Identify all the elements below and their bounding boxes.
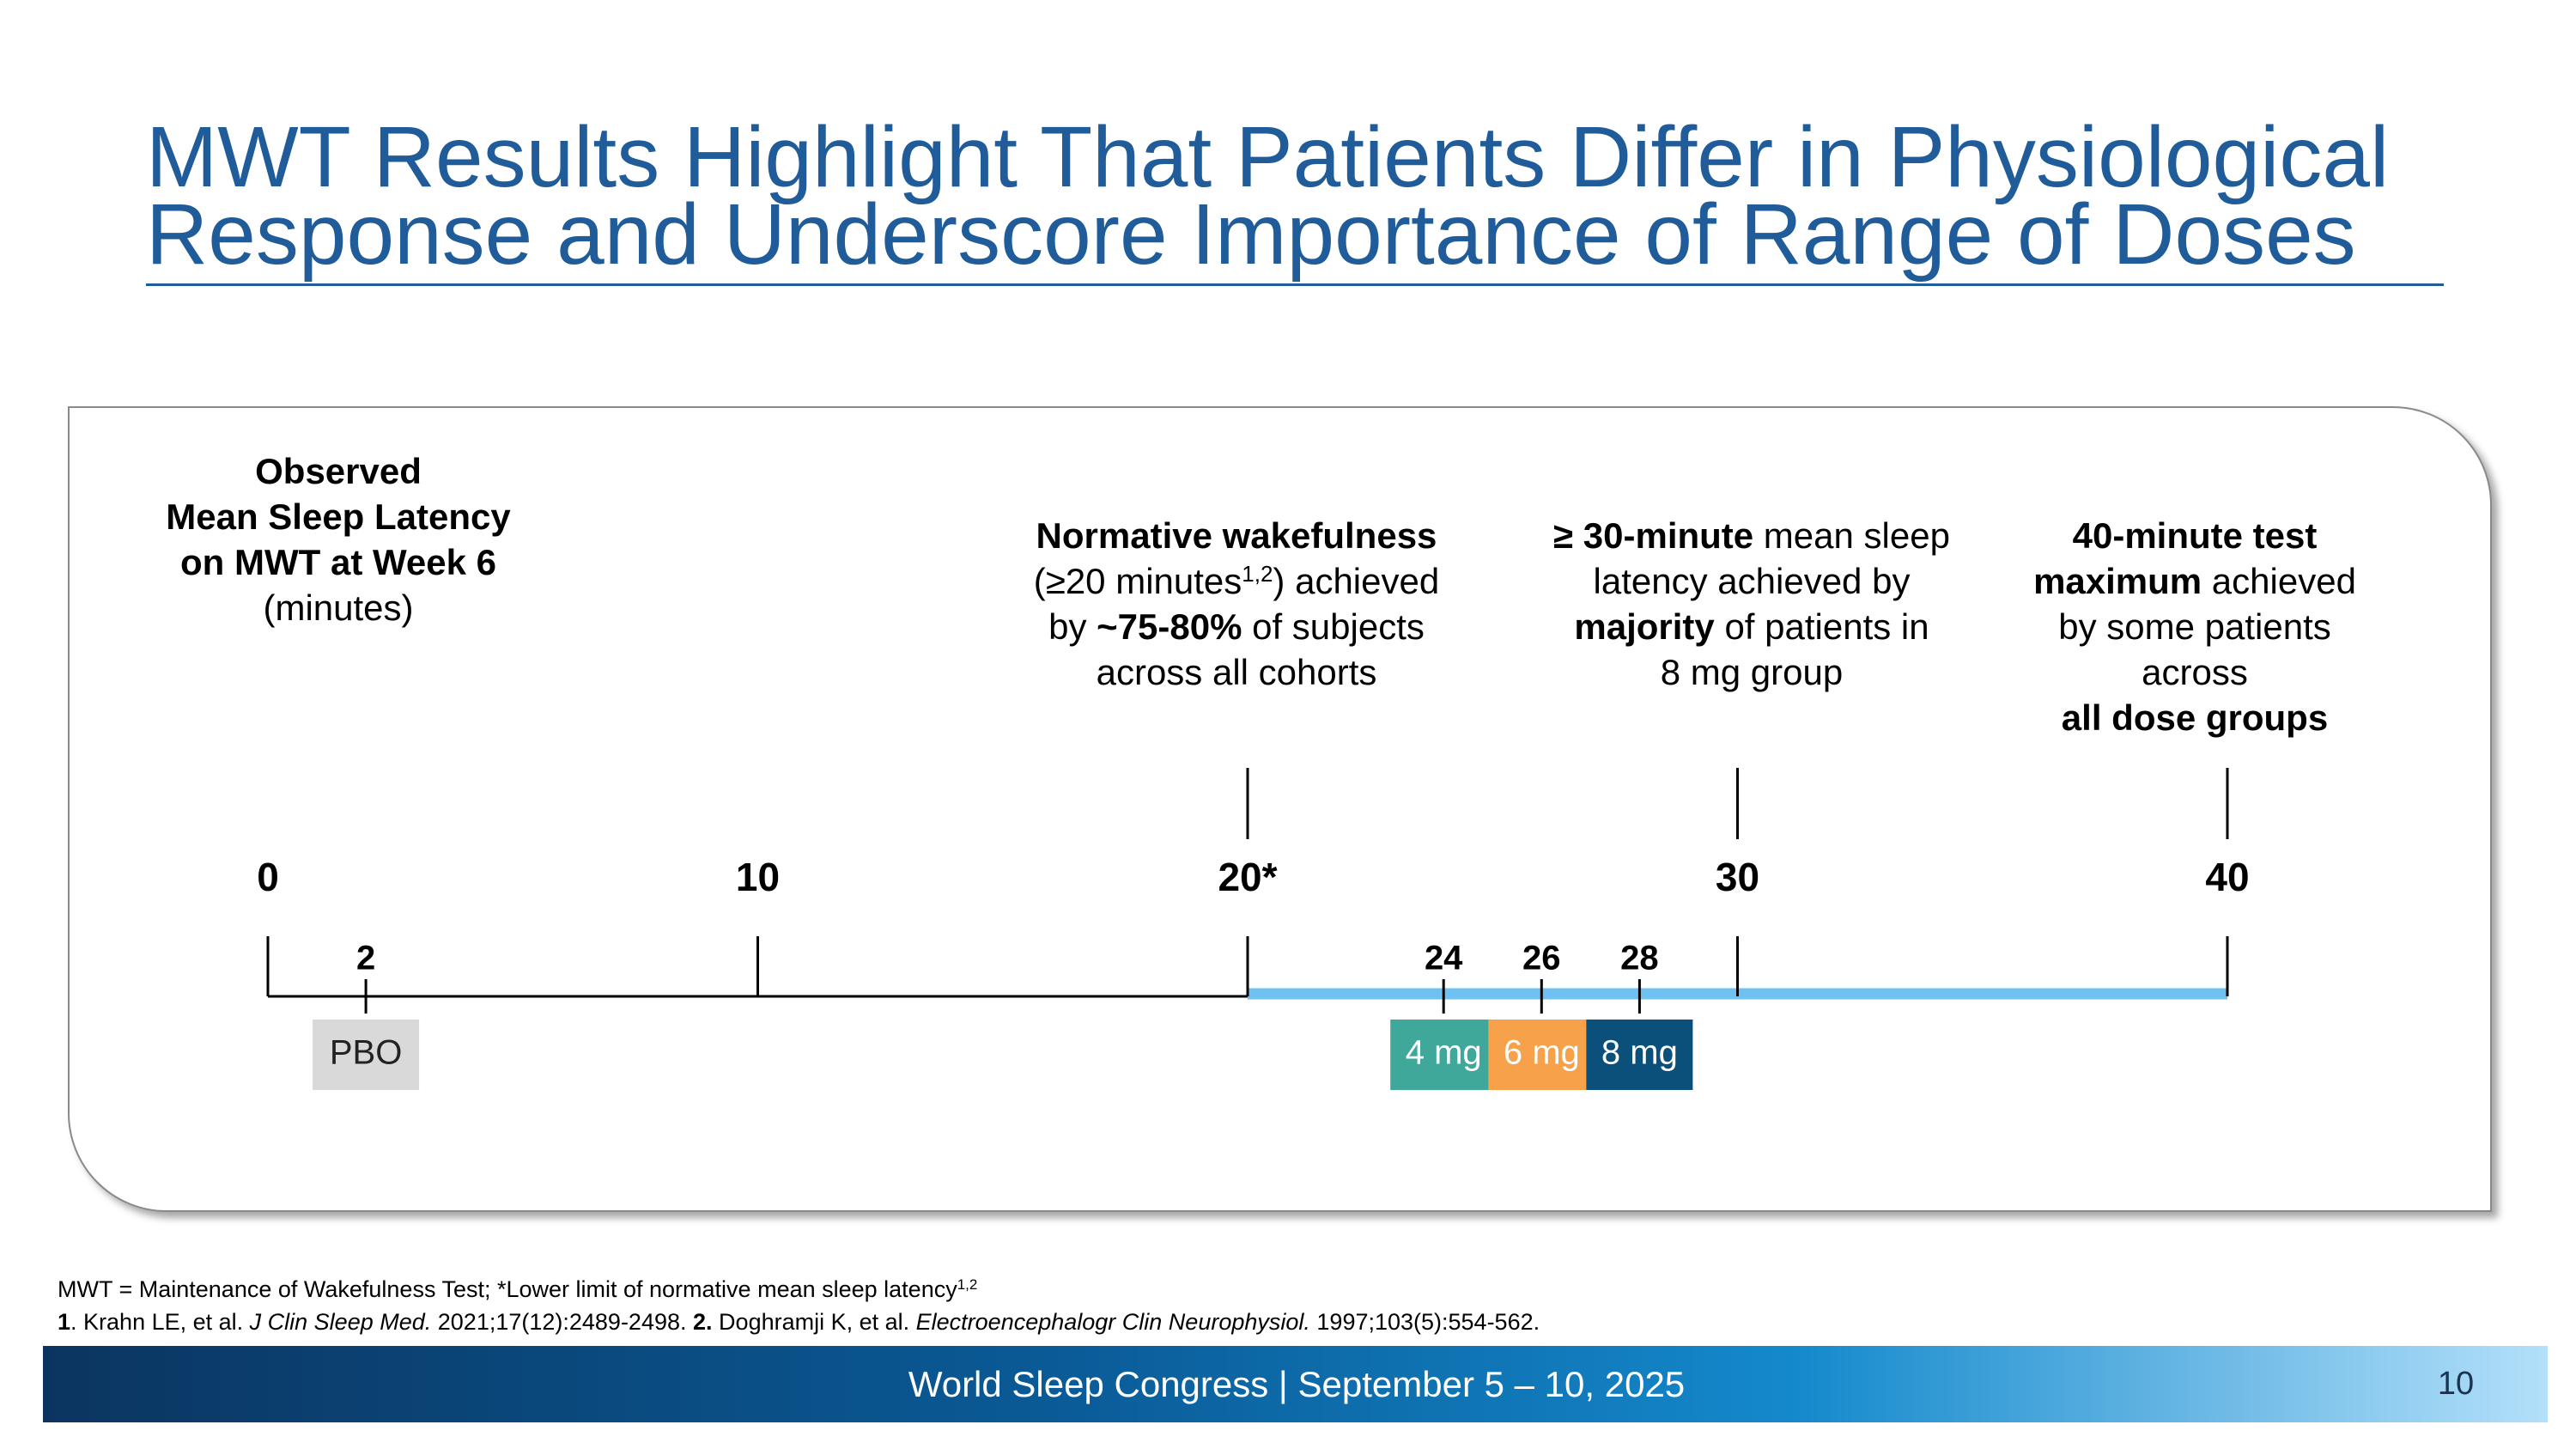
heading-line: on MWT at Week 6 bbox=[180, 542, 496, 582]
tick-label: 20* bbox=[1218, 855, 1277, 899]
callout-text: 40-minute test bbox=[2072, 515, 2318, 556]
callout-text: majority bbox=[1574, 606, 1715, 647]
citation: 1,2 bbox=[1242, 561, 1273, 587]
callout-text: all dose groups bbox=[2061, 697, 2329, 738]
callout-text: achieved bbox=[2202, 561, 2356, 601]
footnote-text: . Krahn LE, et al. bbox=[70, 1309, 250, 1335]
callout-text: 8 mg group bbox=[1660, 652, 1844, 692]
title-rule bbox=[146, 283, 2444, 286]
heading-line: Mean Sleep Latency bbox=[166, 496, 511, 537]
callout-text: by bbox=[1048, 606, 1097, 647]
footnote-text: 2021;17(12):2489-2498. bbox=[431, 1309, 694, 1335]
tick-label: 10 bbox=[736, 855, 780, 899]
tick-label: 40 bbox=[2205, 855, 2249, 899]
dose-box bbox=[313, 1020, 420, 1090]
footer-bar bbox=[43, 1346, 2548, 1422]
citation: 1,2 bbox=[957, 1276, 978, 1293]
dose-label: 6 mg bbox=[1504, 1034, 1580, 1072]
dose-label: 4 mg bbox=[1406, 1034, 1482, 1072]
callout: ≥ 30-minute mean sleep latency achieved … bbox=[1553, 513, 1950, 695]
footnote-text: 1 bbox=[58, 1309, 71, 1335]
dose-value: 24 bbox=[1425, 940, 1463, 977]
tick-label: 30 bbox=[1716, 855, 1759, 899]
callout: Normative wakefulness (≥20 minutes1,2) a… bbox=[1034, 513, 1439, 695]
slide-title: MWT Results Highlight That Patients Diff… bbox=[146, 109, 2390, 283]
page-number: 10 bbox=[2437, 1366, 2475, 1402]
title-line: Response and Underscore Importance of Ra… bbox=[146, 186, 2356, 283]
footnote-text: 1997;103(5):554-562. bbox=[1309, 1309, 1540, 1335]
callout-text: maximum bbox=[2033, 561, 2202, 601]
footnote-text: J Clin Sleep Med. bbox=[249, 1309, 432, 1335]
footnote: MWT = Maintenance of Wakefulness Test; *… bbox=[58, 1276, 977, 1303]
heading-line: (minutes) bbox=[263, 588, 414, 628]
timeline: 0 10 20* 30 40 2 PBO 24 4 mg 26 6 mg 28 8 mg bbox=[257, 768, 2250, 1090]
footnote-text: MWT = Maintenance of Wakefulness Test; *… bbox=[58, 1276, 957, 1302]
dose-value: 26 bbox=[1522, 940, 1561, 977]
title-line: MWT Results Highlight That Patients Diff… bbox=[146, 109, 2390, 205]
footer-text: World Sleep Congress | September 5 – 10,… bbox=[908, 1364, 1686, 1404]
dose-box bbox=[1586, 1020, 1693, 1090]
callout-text: latency achieved by bbox=[1593, 561, 1911, 601]
panel bbox=[68, 406, 2492, 1212]
footnote-text: Electroencephalogr Clin Neurophysiol. bbox=[915, 1309, 1310, 1335]
callout-text: mean sleep bbox=[1753, 515, 1950, 556]
callout-text: ≥ 30-minute bbox=[1553, 515, 1754, 556]
callout-text: ) achieved bbox=[1273, 561, 1440, 601]
callout-text: Normative wakefulness bbox=[1036, 515, 1437, 556]
callout-text: of subjects bbox=[1242, 606, 1425, 647]
callout-text: by some patients bbox=[2058, 606, 2331, 647]
footnote: 1. Krahn LE, et al. J Clin Sleep Med. 20… bbox=[58, 1309, 1540, 1336]
heading: Observed Mean Sleep Latency on MWT at We… bbox=[166, 448, 510, 630]
callout: 40-minute test maximum achieved by some … bbox=[2033, 513, 2356, 740]
callout-text: across all cohorts bbox=[1096, 652, 1377, 692]
footnote-text: Doghramji K, et al. bbox=[712, 1309, 916, 1335]
callout-text: across bbox=[2142, 652, 2248, 692]
tick-label: 0 bbox=[257, 855, 279, 899]
footnote-text: 2. bbox=[693, 1309, 713, 1335]
callout-text: ~75-80% bbox=[1097, 606, 1242, 647]
dose-box bbox=[1390, 1020, 1498, 1090]
dose-label: 8 mg bbox=[1601, 1034, 1678, 1072]
callout-text: (≥20 minutes bbox=[1033, 561, 1242, 601]
heading-line: Observed bbox=[255, 451, 422, 491]
callout-text: of patients in bbox=[1714, 606, 1929, 647]
dose-value: 28 bbox=[1620, 940, 1659, 977]
dose-label: PBO bbox=[330, 1034, 402, 1072]
dose-box bbox=[1488, 1020, 1595, 1090]
dose-value: 2 bbox=[356, 940, 375, 977]
